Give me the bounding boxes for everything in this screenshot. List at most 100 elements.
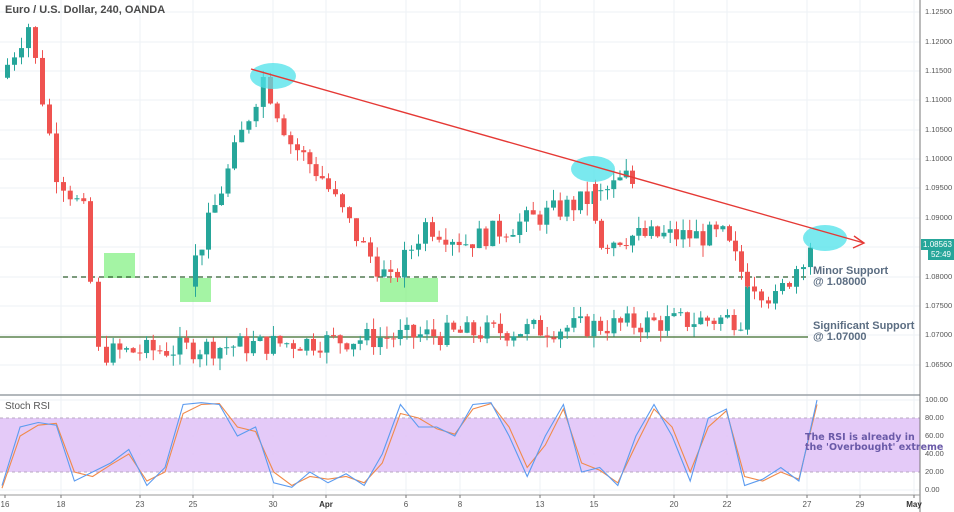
- candle[interactable]: [457, 329, 463, 333]
- candle[interactable]: [642, 228, 648, 236]
- candle[interactable]: [503, 236, 509, 238]
- candle[interactable]: [110, 343, 116, 363]
- candle[interactable]: [217, 347, 223, 359]
- candle[interactable]: [443, 239, 449, 245]
- candle[interactable]: [388, 269, 394, 272]
- candle[interactable]: [244, 336, 250, 354]
- candle[interactable]: [678, 312, 684, 314]
- candle[interactable]: [295, 144, 300, 151]
- candle[interactable]: [483, 228, 489, 247]
- candle[interactable]: [237, 336, 243, 347]
- candle[interactable]: [808, 247, 813, 268]
- trendline[interactable]: [250, 68, 866, 249]
- candle[interactable]: [470, 244, 475, 249]
- candle[interactable]: [381, 269, 387, 277]
- candle[interactable]: [137, 352, 143, 354]
- candle[interactable]: [451, 322, 457, 330]
- candle[interactable]: [124, 348, 130, 350]
- candle[interactable]: [538, 319, 544, 336]
- candle[interactable]: [593, 183, 598, 221]
- candle[interactable]: [74, 198, 80, 200]
- candle[interactable]: [232, 142, 237, 169]
- candle[interactable]: [33, 27, 38, 58]
- candle[interactable]: [463, 244, 469, 246]
- candle[interactable]: [354, 218, 359, 242]
- candle[interactable]: [644, 317, 650, 333]
- candle[interactable]: [290, 343, 296, 349]
- candle[interactable]: [264, 336, 270, 354]
- candle[interactable]: [170, 354, 176, 356]
- candle[interactable]: [477, 335, 483, 339]
- candle[interactable]: [766, 300, 771, 304]
- candle[interactable]: [199, 249, 205, 256]
- candle[interactable]: [476, 228, 482, 249]
- candle[interactable]: [604, 330, 610, 334]
- candle[interactable]: [253, 106, 259, 122]
- candle[interactable]: [431, 329, 437, 337]
- candle[interactable]: [436, 236, 442, 240]
- candle[interactable]: [667, 229, 673, 233]
- candle[interactable]: [444, 322, 450, 346]
- candle[interactable]: [733, 240, 738, 252]
- candle[interactable]: [96, 281, 101, 347]
- candle[interactable]: [544, 335, 550, 338]
- candle[interactable]: [184, 337, 190, 343]
- candle[interactable]: [648, 226, 654, 236]
- candle[interactable]: [384, 337, 390, 339]
- candle[interactable]: [713, 224, 719, 230]
- candle[interactable]: [707, 224, 713, 246]
- candle[interactable]: [497, 323, 503, 334]
- candle[interactable]: [257, 336, 263, 341]
- candle[interactable]: [164, 351, 170, 356]
- candle[interactable]: [157, 350, 163, 352]
- candle[interactable]: [464, 322, 470, 333]
- candle[interactable]: [12, 57, 17, 65]
- candle[interactable]: [511, 336, 517, 341]
- candle[interactable]: [611, 180, 617, 190]
- candle[interactable]: [490, 220, 496, 247]
- candle[interactable]: [344, 343, 350, 350]
- candle[interactable]: [584, 191, 590, 204]
- candle[interactable]: [537, 214, 543, 225]
- candle[interactable]: [617, 242, 623, 246]
- candle[interactable]: [617, 177, 623, 181]
- candle[interactable]: [687, 230, 693, 239]
- candle[interactable]: [193, 255, 198, 287]
- candle[interactable]: [599, 220, 604, 248]
- candle[interactable]: [497, 220, 502, 237]
- candle[interactable]: [780, 283, 785, 292]
- candle[interactable]: [524, 324, 530, 335]
- candle[interactable]: [361, 241, 366, 243]
- candle[interactable]: [571, 199, 577, 211]
- candle[interactable]: [150, 339, 156, 351]
- candle[interactable]: [623, 170, 629, 178]
- candle[interactable]: [718, 317, 724, 324]
- candle[interactable]: [700, 231, 706, 246]
- candle[interactable]: [605, 189, 610, 191]
- candle[interactable]: [340, 194, 345, 208]
- candle[interactable]: [88, 201, 93, 282]
- candle[interactable]: [337, 335, 343, 344]
- candle[interactable]: [310, 338, 316, 351]
- candle[interactable]: [270, 335, 276, 354]
- candle[interactable]: [210, 341, 216, 359]
- candle[interactable]: [680, 230, 686, 240]
- candle[interactable]: [638, 327, 644, 333]
- candle[interactable]: [26, 27, 31, 49]
- candle[interactable]: [212, 205, 218, 213]
- candle[interactable]: [611, 242, 617, 249]
- candle[interactable]: [297, 348, 303, 351]
- candle[interactable]: [307, 152, 313, 165]
- candle[interactable]: [177, 337, 183, 355]
- candle[interactable]: [219, 193, 224, 206]
- candle[interactable]: [67, 190, 73, 200]
- candle[interactable]: [117, 343, 123, 350]
- candle[interactable]: [727, 226, 732, 241]
- candle[interactable]: [246, 121, 252, 130]
- candle[interactable]: [268, 76, 273, 104]
- candle[interactable]: [598, 320, 604, 331]
- candle[interactable]: [144, 339, 150, 354]
- candle[interactable]: [484, 322, 490, 339]
- candle[interactable]: [357, 340, 363, 344]
